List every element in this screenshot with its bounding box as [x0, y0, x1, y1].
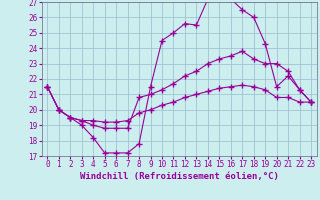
X-axis label: Windchill (Refroidissement éolien,°C): Windchill (Refroidissement éolien,°C)	[80, 172, 279, 181]
